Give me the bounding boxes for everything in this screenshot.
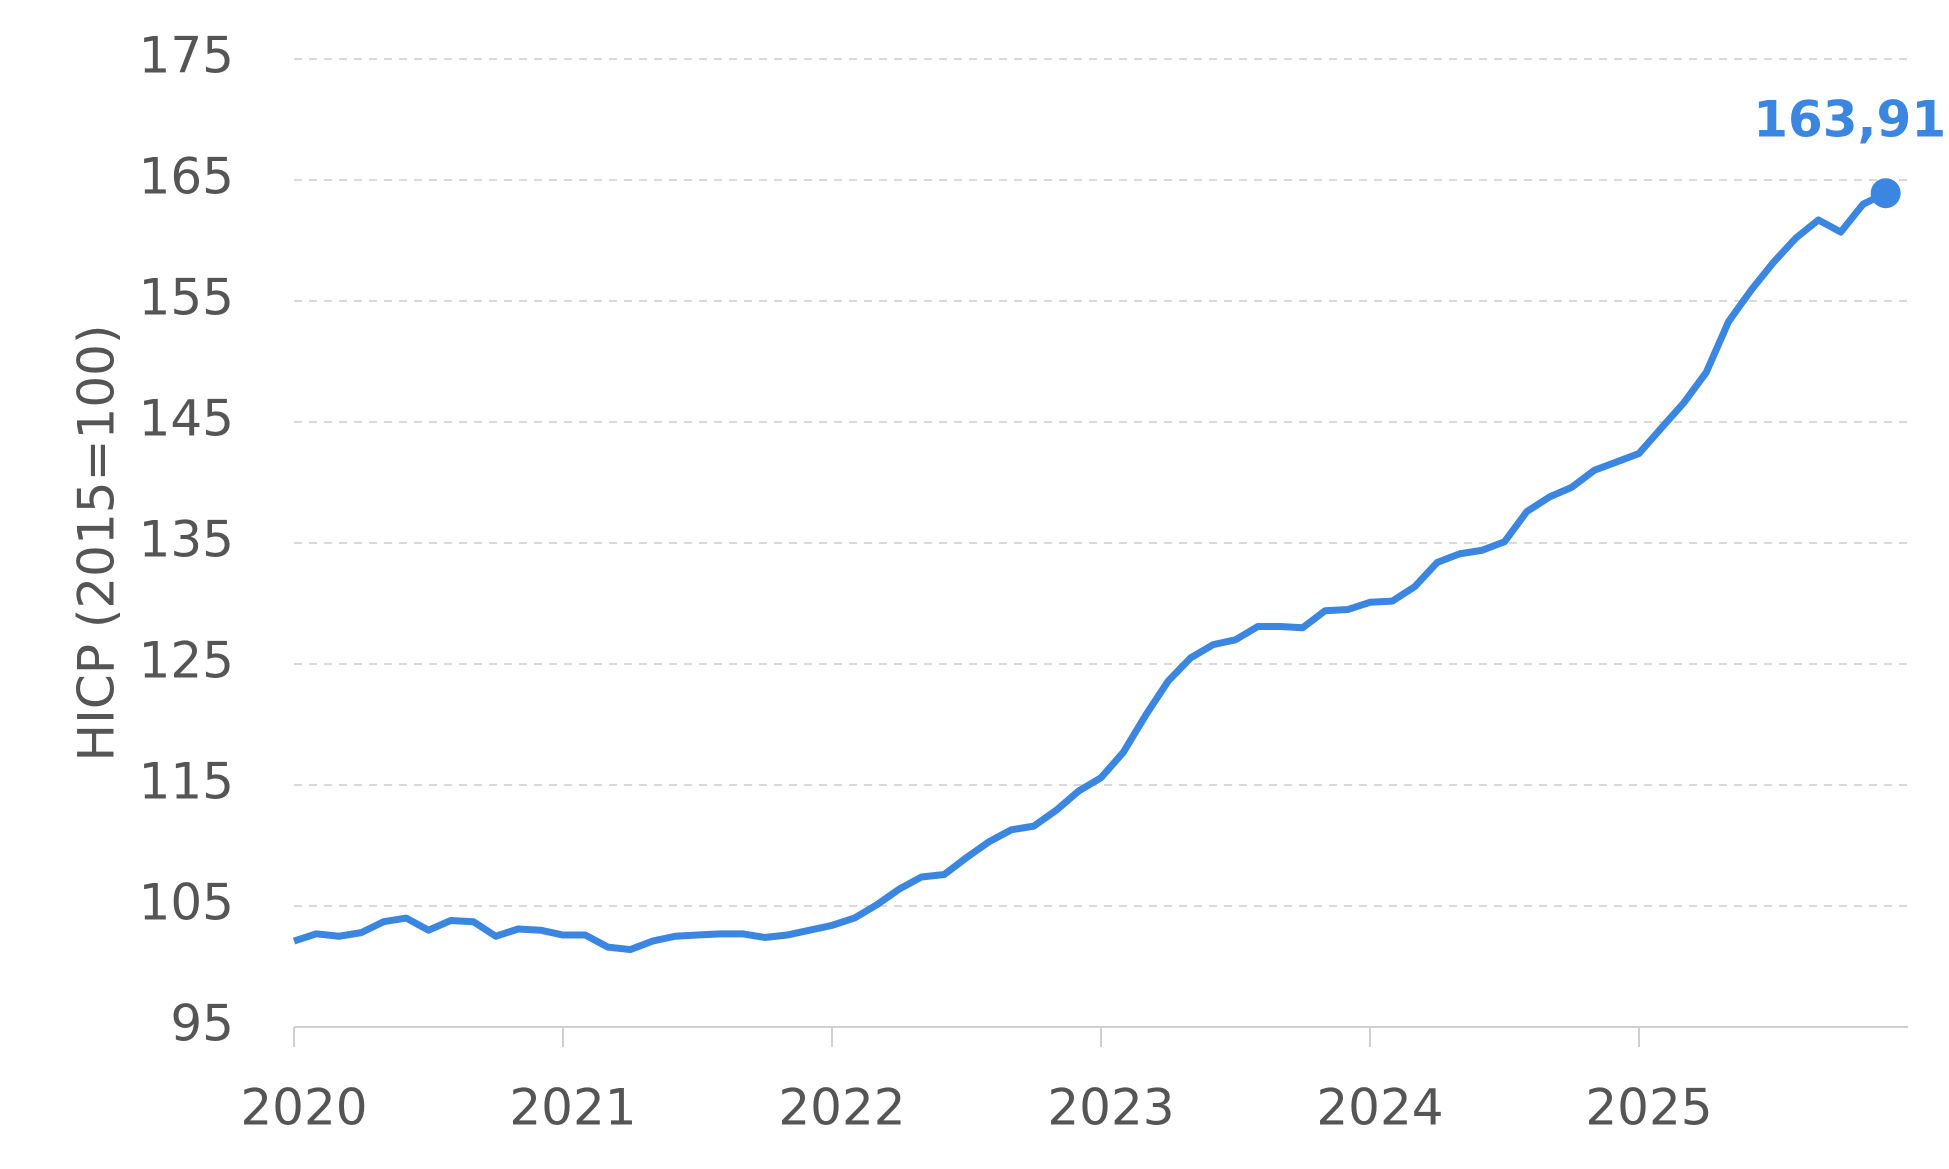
y-tick-label: 95 <box>170 995 234 1053</box>
x-tick-label: 2025 <box>1585 1079 1712 1137</box>
end-point <box>1870 178 1901 209</box>
y-tick-label: 165 <box>139 148 234 206</box>
x-tick-label: 2023 <box>1047 1079 1174 1137</box>
value-label: 163,91 <box>1753 91 1946 149</box>
y-tick-label: 135 <box>139 511 234 569</box>
y-tick-label: 175 <box>139 27 234 85</box>
line <box>292 190 1888 954</box>
y-tick-label: 115 <box>139 753 234 811</box>
y-axis-label: HICP (2015=100) <box>68 325 126 762</box>
y-tick-label: 145 <box>139 390 234 448</box>
x-tick-label: 2021 <box>509 1079 636 1137</box>
y-tick-label: 155 <box>139 269 234 327</box>
x-tick-label: 2020 <box>240 1079 367 1137</box>
y-tick-label: 125 <box>139 632 234 690</box>
x-tick-label: 2022 <box>778 1079 905 1137</box>
x-tick-label: 2024 <box>1316 1079 1443 1137</box>
y-tick-label: 105 <box>139 874 234 932</box>
